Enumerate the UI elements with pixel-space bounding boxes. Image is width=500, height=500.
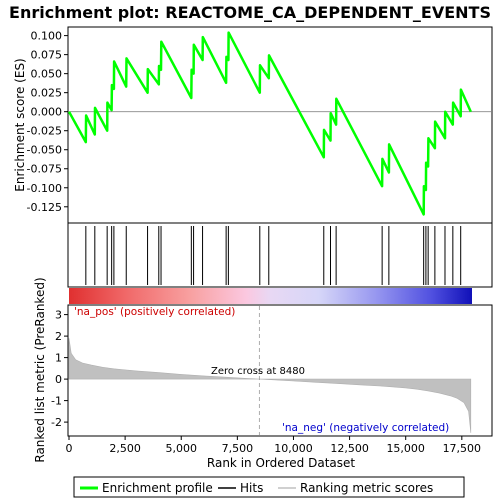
es-y-tick-label: -0.050 — [27, 144, 62, 157]
zero-cross-label: Zero cross at 8480 — [211, 366, 305, 377]
es-y-tick-label: -0.100 — [27, 182, 62, 195]
ranked-metric-panel: Zero cross at 8480 'na_pos' (positively … — [33, 277, 493, 470]
es-y-axis-label: Enrichment score (ES) — [13, 58, 27, 191]
positive-correlation-label: 'na_pos' (positively correlated) — [74, 306, 235, 318]
legend-label-hits: Hits — [240, 481, 263, 495]
hits-panel — [67, 222, 493, 288]
es-y-tick-label: -0.125 — [27, 201, 62, 214]
legend: Enrichment profile Hits Ranking metric s… — [73, 476, 465, 498]
metric-y-tick-label: 0 — [55, 373, 62, 386]
metric-y-tick-label: -1 — [51, 395, 62, 408]
negative-correlation-label: 'na_neg' (negatively correlated) — [282, 422, 449, 434]
enrichment-profile-line — [67, 31, 472, 216]
metric-x-tick-label: 7,500 — [222, 442, 254, 455]
es-y-tick-label: -0.075 — [27, 163, 62, 176]
es-plot-frame — [67, 26, 493, 224]
metric-x-tick-label: 2,500 — [109, 442, 141, 455]
es-y-axis: -0.125 -0.100 -0.075 -0.050 -0.025 0.000 0.025… — [27, 30, 68, 214]
es-y-tick-label: 0.000 — [31, 106, 63, 119]
legend-box — [73, 476, 465, 498]
metric-y-tick-label: 2 — [55, 330, 62, 343]
legend-label-enrichment: Enrichment profile — [102, 481, 213, 495]
es-y-tick-label: -0.025 — [27, 125, 62, 138]
rank-colorbar — [69, 288, 472, 304]
hit-lines-group — [85, 226, 462, 285]
es-y-tick-label: 0.025 — [31, 87, 63, 100]
metric-y-tick-label: 1 — [55, 352, 62, 365]
metric-y-tick-label: 3 — [55, 309, 62, 322]
metric-y-axis-label: Ranked list metric (PreRanked) — [33, 277, 47, 462]
metric-x-tick-label: 5,000 — [165, 442, 197, 455]
chart-title: Enrichment plot: REACTOME_CA_DEPENDENT_E… — [9, 3, 491, 22]
metric-x-tick-label: 0 — [66, 442, 73, 455]
metric-x-axis: 0 2,500 5,000 7,500 10,000 12,500 15,000 17,500 — [66, 436, 482, 455]
es-y-tick-label: 0.050 — [31, 68, 63, 81]
metric-y-axis: -2 -1 0 1 2 3 — [51, 309, 68, 429]
metric-plot-frame — [67, 304, 493, 437]
metric-x-tick-label: 12,500 — [330, 442, 369, 455]
metric-area — [68, 338, 472, 433]
metric-x-tick-label: 10,000 — [274, 442, 313, 455]
metric-y-tick-label: -2 — [51, 416, 62, 429]
es-y-tick-label: 0.100 — [31, 30, 63, 43]
es-series-group — [67, 31, 472, 216]
enrichment-score-panel: -0.125 -0.100 -0.075 -0.050 -0.025 0.000 0.025… — [13, 26, 493, 224]
metric-x-tick-label: 15,000 — [386, 442, 425, 455]
colorbar-gradient — [69, 288, 472, 304]
metric-x-tick-label: 17,500 — [443, 442, 482, 455]
legend-label-metric: Ranking metric scores — [300, 481, 433, 495]
hits-frame — [67, 222, 493, 288]
es-y-tick-label: 0.075 — [31, 49, 63, 62]
metric-x-axis-label: Rank in Ordered Dataset — [207, 456, 355, 470]
